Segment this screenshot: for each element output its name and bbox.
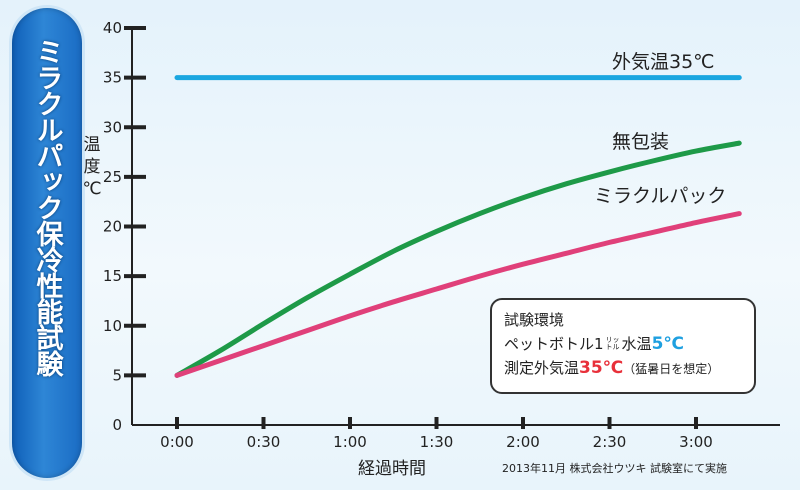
- chart-title: ミラクルパック保冷性能試験: [31, 38, 63, 376]
- footnote: 2013年11月 株式会社ウツキ 試験室にて実施: [502, 462, 727, 475]
- y-axis-label: 温度℃: [82, 135, 101, 199]
- series-no-packaging-label: 無包装: [612, 131, 669, 153]
- x-tick-label: 1:30: [420, 433, 454, 451]
- test-conditions-box: 試験環境 ペットボトル1 リッ トル 水温5℃ 測定外気温35℃（猛暑日を想定）: [490, 298, 756, 394]
- y-tick-label: 35: [103, 69, 122, 87]
- y-tick-label: 15: [103, 267, 122, 285]
- y-tick-label: 40: [103, 19, 122, 37]
- air-temp-value: 35℃: [579, 358, 624, 379]
- test-conditions-water: ペットボトル1 リッ トル 水温5℃: [504, 332, 744, 357]
- x-tick-label: 0:00: [160, 433, 194, 451]
- water-temp-value: 5℃: [651, 333, 684, 354]
- air-temp-label: 測定外気温: [504, 359, 580, 378]
- y-axis-ticks: 0 5 10 15 20 25 30 35 40: [103, 19, 146, 434]
- test-conditions-air: 測定外気温35℃（猛暑日を想定）: [504, 356, 744, 381]
- x-axis-label: 経過時間: [358, 459, 426, 479]
- x-tick-label: 0:30: [247, 433, 281, 451]
- x-tick-label: 3:00: [679, 433, 713, 451]
- y-tick-label: 25: [103, 168, 122, 186]
- liter-unit: リッ トル: [606, 337, 620, 351]
- series-lines: [174, 75, 742, 378]
- series-no-packaging-line: [174, 140, 742, 378]
- y-axis-label-text: 温度℃: [82, 135, 101, 199]
- x-tick-label: 2:30: [593, 433, 627, 451]
- series-miracle-pack-line: [174, 211, 742, 378]
- series-miracle-pack-label: ミラクルパック: [594, 185, 726, 207]
- y-tick-label: 10: [103, 317, 122, 335]
- x-tick-label: 2:00: [506, 433, 540, 451]
- air-temp-note: （猛暑日を想定）: [623, 362, 720, 377]
- test-conditions-heading: 試験環境: [504, 311, 565, 329]
- y-tick-label: 0: [112, 416, 122, 434]
- y-tick-label: 5: [112, 366, 122, 384]
- liter-unit-bottom: トル: [605, 343, 620, 352]
- title-banner: ミラクルパック保冷性能試験: [12, 8, 82, 478]
- liter-unit-top: リッ: [605, 336, 620, 345]
- series-outside-temp-label: 外気温35℃: [612, 51, 715, 73]
- y-tick-label: 30: [103, 118, 122, 136]
- bottle-label: ペットボトル1: [504, 334, 604, 353]
- water-temp-label: 水温: [621, 334, 652, 353]
- x-axis-ticks: 0:00 0:30 1:00 1:30 2:00 2:30 3:00: [160, 417, 713, 451]
- x-tick-label: 1:00: [333, 433, 367, 451]
- y-tick-label: 20: [103, 218, 122, 236]
